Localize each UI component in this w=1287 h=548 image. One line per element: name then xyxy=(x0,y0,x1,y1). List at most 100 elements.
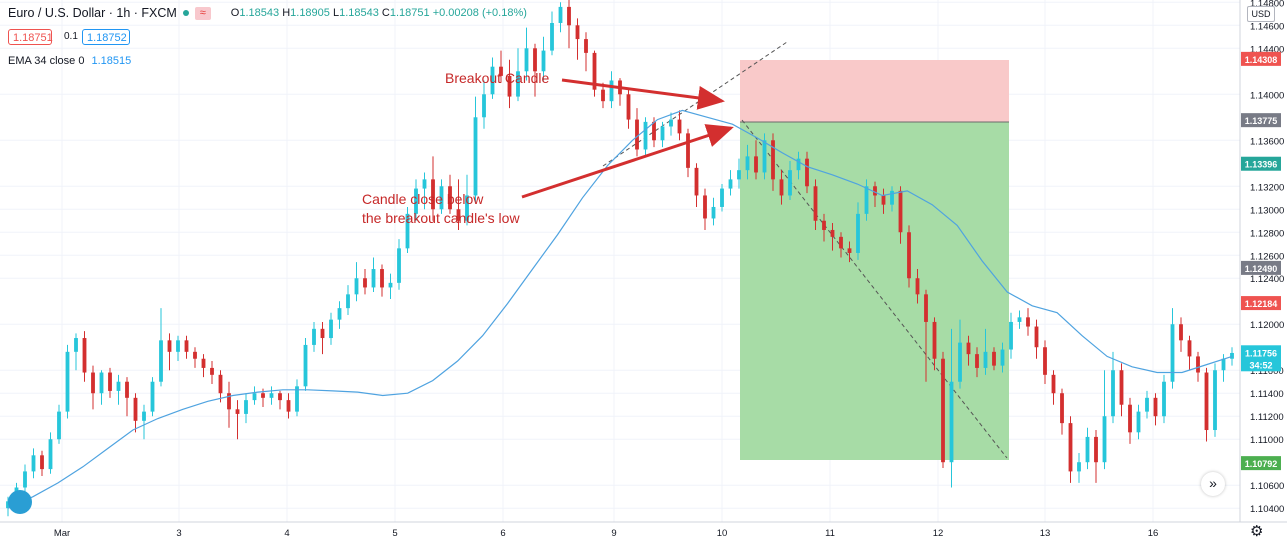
price-axis-label: 1.12000 xyxy=(1250,320,1284,331)
candle-bullish xyxy=(482,94,486,118)
candle-bullish xyxy=(159,340,163,382)
price-badge: 1.14308 xyxy=(1241,51,1281,66)
price-badge: 1.10792 xyxy=(1241,456,1281,471)
price-badge-bg xyxy=(1241,260,1281,275)
candle-bullish xyxy=(337,308,342,320)
time-axis-label: 9 xyxy=(611,528,616,539)
candle-bullish xyxy=(329,319,333,339)
candle-bearish xyxy=(1051,374,1056,394)
candle-bullish xyxy=(728,179,733,189)
candle-bullish xyxy=(1111,370,1115,417)
candle-bearish xyxy=(448,186,452,210)
time-axis-label: 5 xyxy=(392,528,397,539)
candle-bearish xyxy=(881,195,886,205)
candle-bullish xyxy=(269,393,274,398)
candle-bullish xyxy=(312,328,316,345)
ohlc-low: 1.18543 xyxy=(339,7,379,19)
price-axis-label: 1.11400 xyxy=(1250,389,1284,400)
time-axis-label: 13 xyxy=(1040,528,1051,539)
currency-label[interactable]: USD xyxy=(1247,6,1275,22)
candle-bearish xyxy=(873,186,877,196)
price-axis-label: 1.14000 xyxy=(1250,90,1284,101)
candle-bullish xyxy=(1085,436,1090,463)
price-badge-label: 34:52 xyxy=(1249,360,1272,370)
candle-bearish xyxy=(210,367,214,375)
candle-bearish xyxy=(108,372,112,391)
candle-bearish xyxy=(1034,326,1039,348)
price-axis-label: 1.12800 xyxy=(1250,228,1284,239)
candle-bearish xyxy=(82,338,87,373)
candle-bearish xyxy=(1128,404,1132,433)
scroll-to-realtime-icon[interactable]: » xyxy=(1201,472,1225,496)
candle-bearish xyxy=(830,229,835,237)
candle-bearish xyxy=(924,294,928,322)
candle-bearish xyxy=(1153,397,1158,417)
close-label-line1: Candle close below xyxy=(362,191,484,207)
candle-bearish xyxy=(286,400,291,412)
price-badge: 1.13775 xyxy=(1241,113,1281,128)
price-axis-label: 1.11600 xyxy=(1250,366,1284,377)
ema-line xyxy=(7,109,1233,509)
candle-bearish xyxy=(193,351,197,359)
candle-bullish xyxy=(609,80,614,102)
price-badge: 1.11756 xyxy=(1241,345,1281,360)
compare-icon[interactable]: ≈ xyxy=(194,6,211,20)
candle-bearish xyxy=(915,278,920,295)
candle-bullish xyxy=(176,340,180,352)
tradingview-logo-icon[interactable] xyxy=(8,490,32,514)
candle-bearish xyxy=(1204,372,1209,431)
candle-bullish xyxy=(1102,416,1107,463)
bid-button[interactable]: 1.18751 xyxy=(8,29,53,45)
candle-bearish xyxy=(261,393,265,398)
price-badge-bg xyxy=(1241,345,1281,360)
time-axis-label: 16 xyxy=(1148,528,1159,539)
stop-loss-zone xyxy=(740,60,1009,122)
price-axis-label: 1.13600 xyxy=(1250,136,1284,147)
candle-bearish xyxy=(235,409,240,414)
projection-line xyxy=(741,119,1008,459)
candle-bullish xyxy=(890,190,894,205)
price-badge-label: 1.12490 xyxy=(1245,264,1278,274)
price-badge-label: 1.10792 xyxy=(1245,459,1278,469)
candle-bearish xyxy=(584,39,588,53)
candle-bearish xyxy=(1060,393,1064,424)
candle-bullish xyxy=(737,170,741,180)
price-axis-label: 1.11000 xyxy=(1250,435,1284,446)
gear-icon[interactable]: ⚙ xyxy=(1250,523,1264,540)
ohlc-close: 1.18751 xyxy=(389,7,430,19)
candle-bearish xyxy=(847,248,852,253)
candle-bearish xyxy=(499,66,503,76)
candle-bullish xyxy=(669,119,673,127)
candle-bullish xyxy=(65,351,70,412)
candle-bullish xyxy=(643,121,648,150)
price-badge-bg xyxy=(1241,156,1281,171)
candle-bullish xyxy=(74,338,78,352)
candle-bearish xyxy=(1026,317,1030,327)
candle-bearish xyxy=(533,48,537,72)
candle-bullish xyxy=(788,170,792,196)
candle-bearish xyxy=(40,455,44,470)
candle-bullish xyxy=(439,186,444,210)
candle-bearish xyxy=(966,342,971,355)
candle-bullish xyxy=(524,48,529,72)
candle-bullish xyxy=(354,278,359,295)
candle-bearish xyxy=(703,195,707,219)
ask-button[interactable]: 1.18752 xyxy=(82,29,130,45)
time-axis-label: 10 xyxy=(717,528,728,539)
candle-bearish xyxy=(907,232,911,279)
time-axis-label: 12 xyxy=(933,528,944,539)
candle-bullish xyxy=(1145,397,1149,412)
candle-bearish xyxy=(601,89,605,102)
price-badge-label: 1.13775 xyxy=(1245,116,1278,126)
market-status-icon xyxy=(182,10,189,16)
symbol-title[interactable]: Euro / U.S. Dollar · 1h · FXCM xyxy=(8,6,177,20)
candle-bearish xyxy=(975,354,979,368)
candle-bearish xyxy=(686,133,690,168)
candle-bearish xyxy=(456,209,461,221)
time-axis-label: 6 xyxy=(500,528,505,539)
ema-legend[interactable]: EMA 34 close 0 1.18515 xyxy=(8,55,131,67)
candle-bearish xyxy=(635,119,639,150)
candle-bearish xyxy=(779,179,784,196)
price-axis: 1.14800 1.14600 1.14400 1.14000 1.13600 1.132… xyxy=(1250,0,1284,515)
